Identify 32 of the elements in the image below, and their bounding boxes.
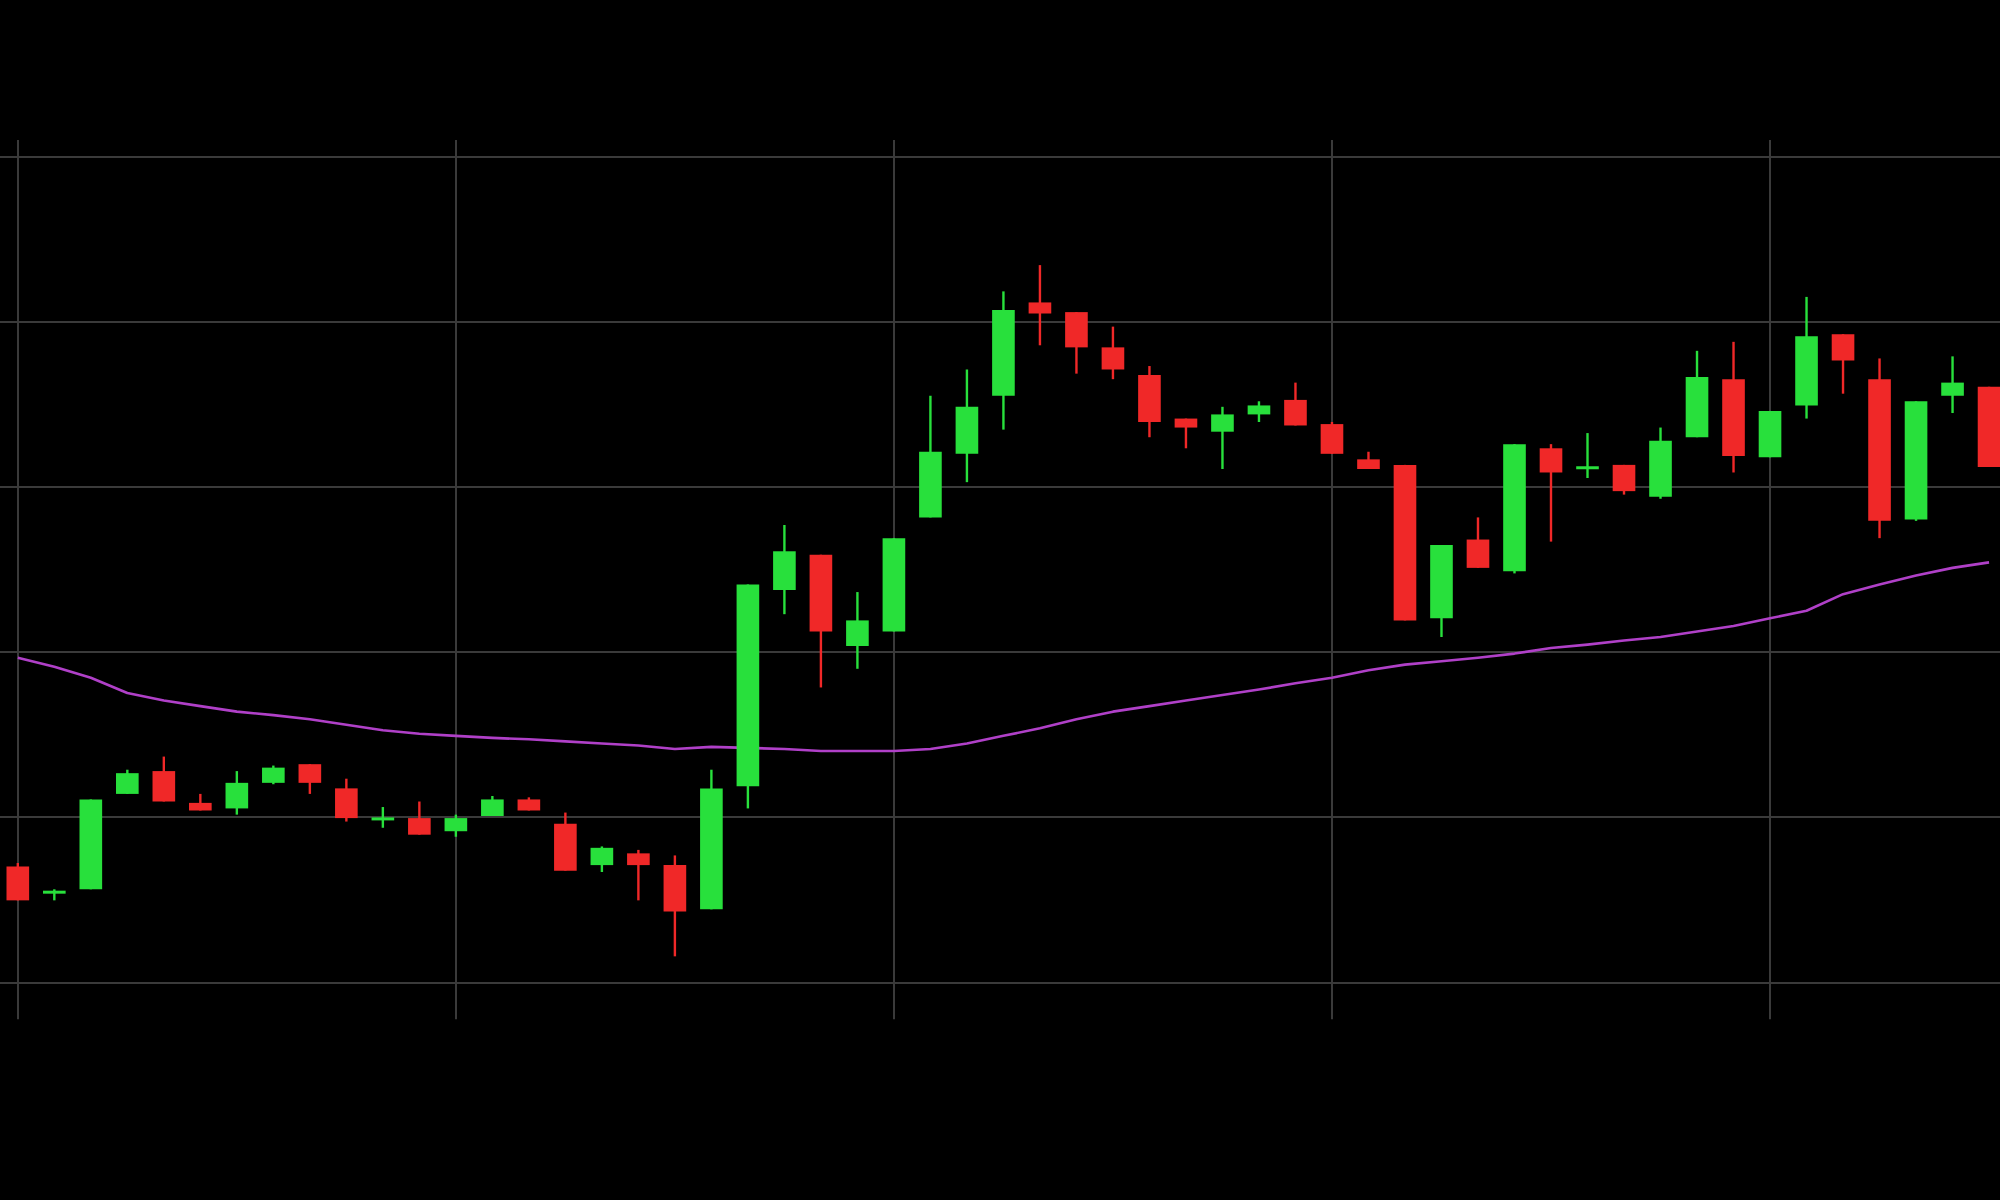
candlestick — [335, 777, 358, 823]
candlestick — [955, 368, 979, 484]
candlestick — [371, 805, 395, 829]
candlestick — [846, 590, 869, 670]
candlestick — [152, 755, 176, 803]
candlestick — [6, 861, 30, 902]
candlestick — [408, 800, 431, 836]
candlestick — [298, 762, 322, 796]
candlestick — [1284, 381, 1307, 427]
candlestick — [1831, 333, 1855, 395]
candlestick — [444, 813, 468, 838]
candlestick — [1211, 405, 1234, 471]
candlestick — [1028, 263, 1052, 347]
candlestick — [1138, 364, 1161, 439]
candlestick — [1101, 325, 1125, 381]
candlestick — [1612, 463, 1636, 496]
candlestick — [1320, 420, 1344, 456]
candlestick — [225, 769, 249, 816]
candlestick — [1576, 431, 1599, 480]
candlestick — [1174, 417, 1198, 450]
candlestick — [262, 764, 285, 786]
candlestick — [554, 811, 577, 872]
candlestick — [1941, 355, 1964, 415]
candlestick — [1466, 516, 1490, 570]
candlestick — [590, 845, 614, 874]
candlestick — [773, 523, 796, 616]
candlestick — [1065, 310, 1088, 375]
candlestick — [663, 854, 687, 958]
candlestick — [1247, 400, 1271, 424]
candlestick — [116, 768, 139, 796]
candlestick — [1539, 442, 1563, 543]
candlestick — [627, 848, 650, 902]
